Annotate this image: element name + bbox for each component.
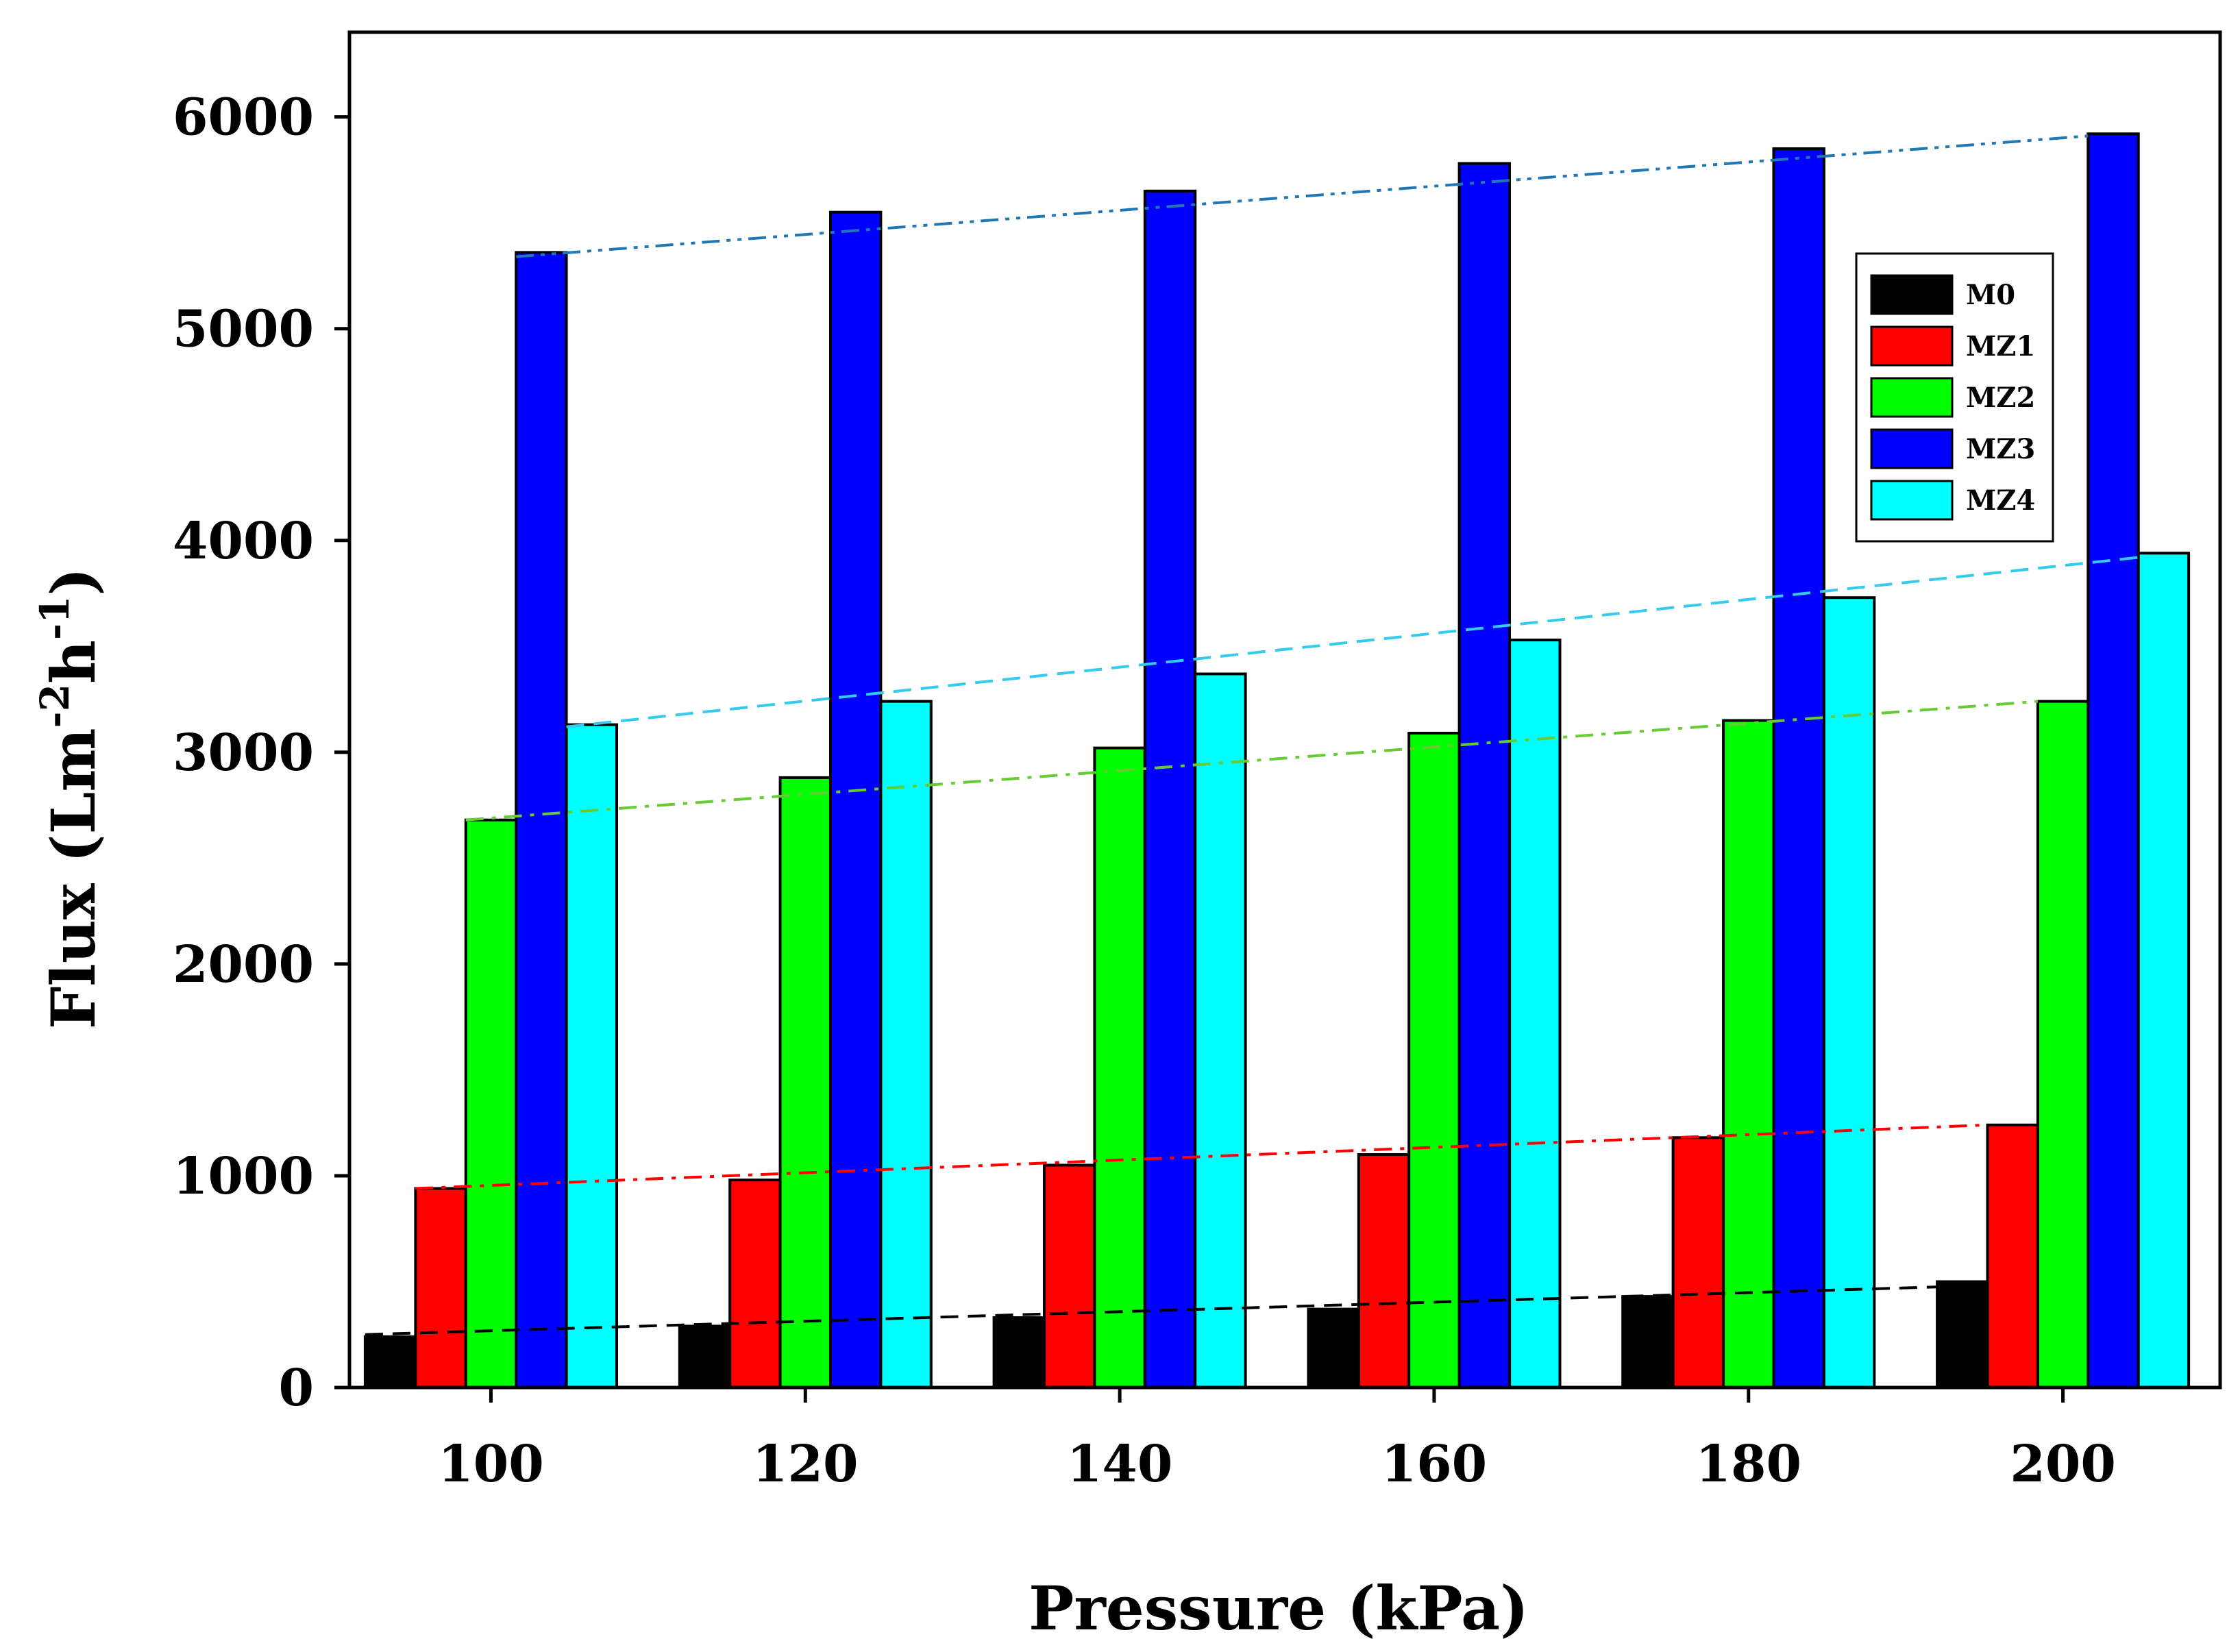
y-axis-title: Flux (Lm-2h-1) [32,567,109,1029]
y-tick-label-5000: 5000 [173,300,314,359]
bar-m0-100 [363,1335,417,1390]
trend-line-m0 [365,1285,1938,1336]
legend-swatch-m0 [1870,274,1954,315]
bar-m0-120 [678,1324,732,1390]
bar-mz2-160 [1407,732,1461,1389]
trend-line-mz3 [516,134,2089,258]
trend-line-mz4 [566,556,2139,728]
bar-m0-160 [1307,1307,1360,1389]
trend-lines-overlay [365,134,2139,1336]
y-axis-title-mid: h [38,640,109,684]
bar-mz1-120 [728,1179,782,1389]
y-tick-label-1000: 1000 [173,1147,314,1206]
bar-mz1-200 [1986,1123,2039,1390]
legend-label-mz4: MZ4 [1966,484,2035,517]
plot-frame [347,30,2222,1390]
x-tick-label-160: 160 [1381,1435,1487,1494]
bar-mz1-100 [414,1187,467,1389]
bar-m0-180 [1621,1295,1675,1389]
x-tick-label-180: 180 [1696,1435,1801,1494]
bar-mz3-140 [1143,189,1197,1389]
legend-swatch-mz2 [1870,377,1954,418]
bar-mz4-200 [2137,552,2191,1389]
legend: M0 MZ1 MZ2 MZ3 MZ4 [1855,252,2054,543]
trend-line-mz2 [465,700,2039,822]
y-tick-label-0: 0 [279,1359,315,1418]
bar-mz4-100 [565,723,618,1389]
trend-line-mz1 [415,1123,1988,1190]
bar-mz4-140 [1194,672,1247,1389]
bar-mz3-180 [1772,147,1825,1389]
y-tick-label-2000: 2000 [173,935,314,994]
x-axis-title: Pressure (kPa) [1029,1573,1529,1644]
y-axis-title-exp1: -2 [32,684,78,728]
bars [363,132,2191,1390]
y-tick-label-4000: 4000 [173,512,314,571]
bar-m0-140 [992,1316,1046,1389]
bar-mz2-180 [1722,719,1775,1389]
bar-mz2-100 [464,818,518,1389]
bar-mz1-160 [1357,1153,1411,1389]
bar-mz2-140 [1093,746,1146,1389]
legend-label-mz1: MZ1 [1966,330,2035,362]
x-tick-label-120: 120 [752,1435,858,1494]
bar-mz4-180 [1822,596,1876,1390]
legend-label-mz3: MZ3 [1966,433,2035,465]
legend-swatch-mz4 [1870,480,1954,521]
bar-mz3-120 [829,210,883,1390]
bar-mz2-200 [2036,700,2090,1389]
x-tick-label-140: 140 [1067,1435,1172,1494]
legend-swatch-mz1 [1870,325,1954,367]
bar-mz1-140 [1043,1163,1096,1389]
bar-mz3-100 [515,251,568,1389]
bar-mz1-180 [1671,1136,1725,1390]
bar-mz3-160 [1457,162,1512,1390]
y-axis-title-exp2: -1 [32,596,78,640]
bar-m0-200 [1936,1280,1989,1389]
y-axis-title-close: ) [38,567,109,596]
bar-mz3-200 [2087,132,2140,1389]
bar-mz2-120 [778,776,832,1389]
bar-mz4-160 [1508,639,1562,1389]
x-tick-label-100: 100 [438,1435,543,1494]
y-tick-label-3000: 3000 [173,724,314,782]
legend-label-mz2: MZ2 [1966,382,2035,414]
x-tick-label-200: 200 [2010,1435,2115,1494]
legend-label-m0: M0 [1966,279,2015,311]
y-tick-label-6000: 6000 [173,88,314,147]
axes: 0 1000 2000 3000 4000 5000 6000 100 120 140 160 180… [173,30,2222,1494]
y-axis-title-main: Flux (Lm [38,728,109,1029]
bar-mz4-120 [879,700,933,1389]
legend-swatch-mz3 [1870,428,1954,469]
